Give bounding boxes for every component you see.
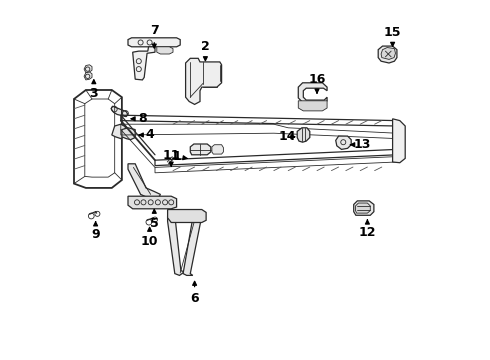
Text: 3: 3 bbox=[90, 80, 98, 100]
Polygon shape bbox=[354, 201, 374, 215]
Polygon shape bbox=[122, 128, 135, 140]
Text: 6: 6 bbox=[190, 282, 199, 305]
Text: 1: 1 bbox=[172, 150, 187, 163]
Polygon shape bbox=[212, 145, 223, 154]
Polygon shape bbox=[336, 136, 351, 149]
Polygon shape bbox=[298, 101, 327, 111]
Text: 11: 11 bbox=[163, 149, 180, 166]
Polygon shape bbox=[378, 46, 397, 63]
Polygon shape bbox=[111, 106, 127, 117]
Text: 13: 13 bbox=[350, 138, 371, 151]
Polygon shape bbox=[128, 38, 180, 47]
Text: 14: 14 bbox=[279, 130, 296, 143]
Polygon shape bbox=[133, 47, 155, 80]
Polygon shape bbox=[168, 215, 185, 275]
Text: 5: 5 bbox=[150, 210, 159, 230]
Text: 7: 7 bbox=[150, 24, 159, 48]
Polygon shape bbox=[84, 72, 92, 80]
Polygon shape bbox=[392, 119, 405, 163]
Polygon shape bbox=[168, 210, 206, 222]
Text: 12: 12 bbox=[359, 220, 376, 239]
Text: 2: 2 bbox=[201, 40, 210, 60]
Polygon shape bbox=[157, 47, 173, 54]
Text: 16: 16 bbox=[308, 73, 326, 93]
Text: 15: 15 bbox=[384, 26, 401, 46]
Text: 8: 8 bbox=[131, 112, 147, 125]
Text: 4: 4 bbox=[139, 129, 154, 141]
Polygon shape bbox=[84, 65, 92, 73]
Polygon shape bbox=[356, 203, 370, 213]
Text: 9: 9 bbox=[91, 222, 100, 240]
Polygon shape bbox=[297, 128, 310, 142]
Polygon shape bbox=[183, 216, 201, 275]
Text: 10: 10 bbox=[141, 228, 158, 248]
Polygon shape bbox=[190, 144, 211, 155]
Polygon shape bbox=[112, 124, 125, 139]
Polygon shape bbox=[128, 196, 176, 209]
Polygon shape bbox=[128, 164, 160, 198]
Polygon shape bbox=[381, 48, 395, 59]
Polygon shape bbox=[298, 83, 327, 104]
Polygon shape bbox=[186, 58, 221, 104]
